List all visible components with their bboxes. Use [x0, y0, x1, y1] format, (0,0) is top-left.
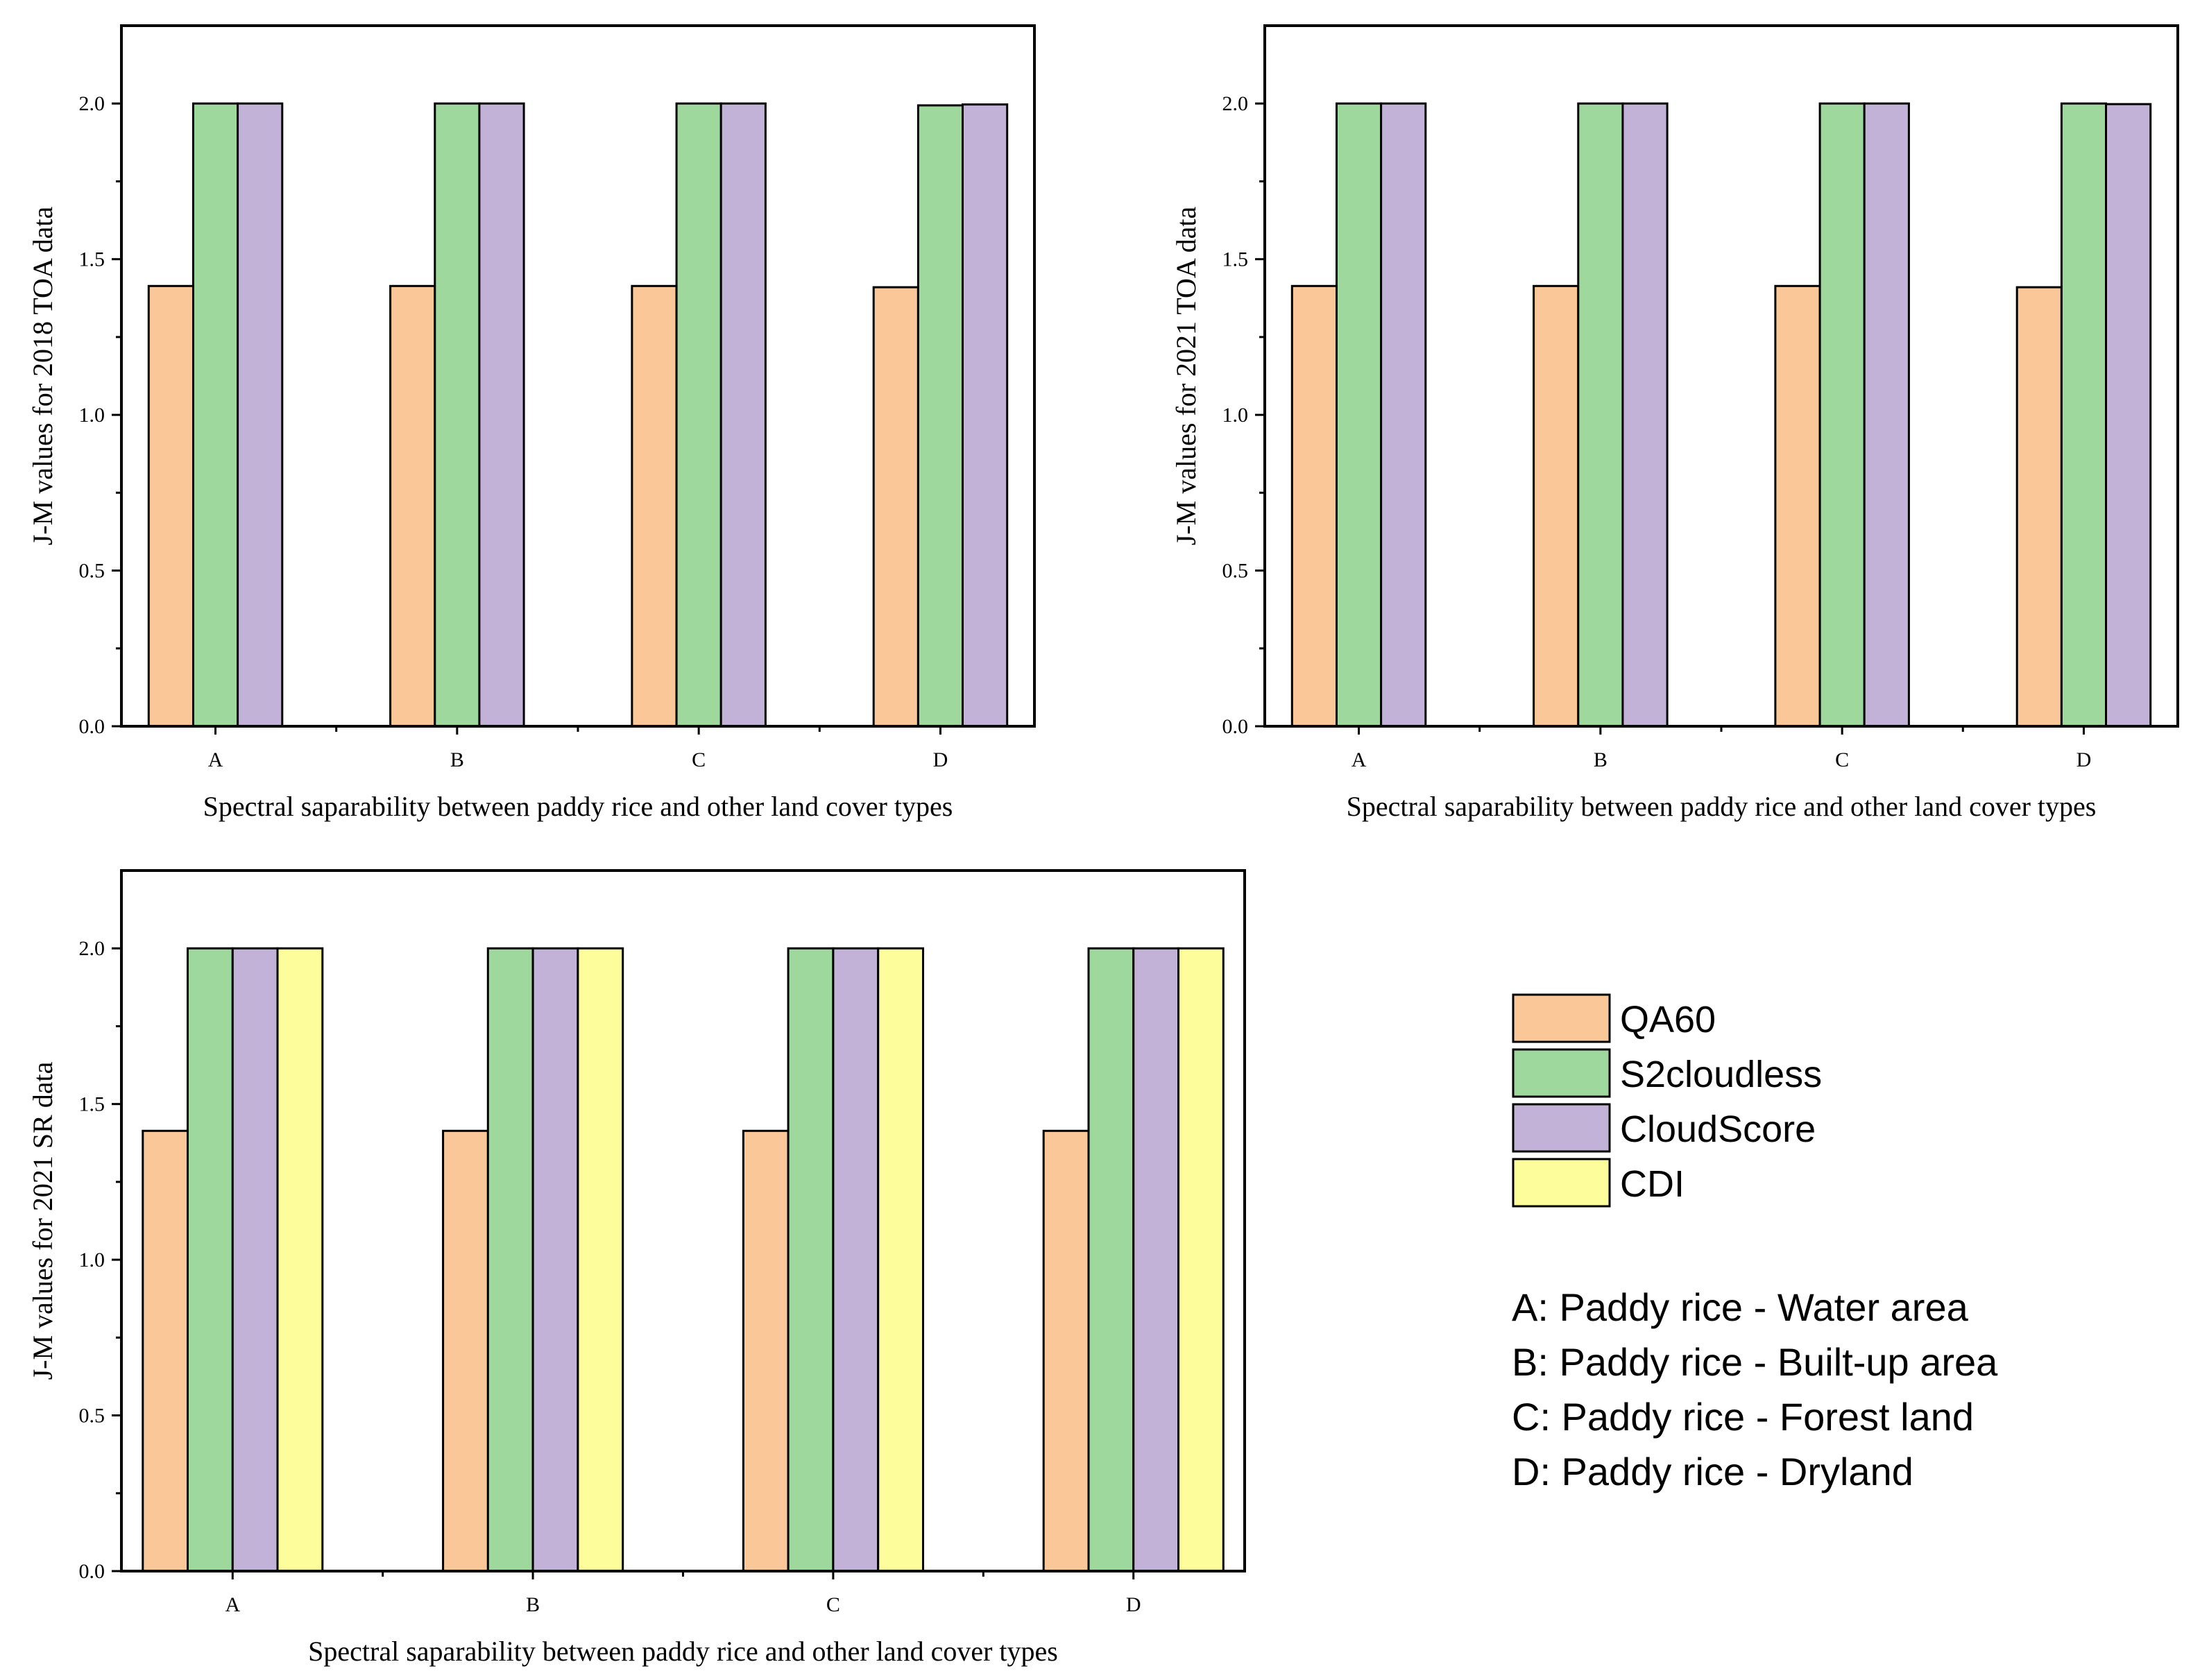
bar-A-cloudscore — [1380, 102, 1427, 728]
x-axis-label: Spectral saparability between paddy rice… — [308, 1636, 1058, 1667]
bar-B-cloudscore — [531, 947, 579, 1572]
y-tick-label: 2.0 — [79, 92, 105, 115]
category-key-item: C: Paddy rice - Forest land — [1512, 1395, 1974, 1439]
legend: QA60 S2cloudless CloudScore CDI — [1512, 993, 1822, 1208]
bar-C-s2cloudless — [787, 947, 835, 1572]
x-tick-label: B — [1594, 748, 1608, 771]
y-tick-label: 0.5 — [1222, 560, 1249, 583]
y-axis-label: J-M values for 2018 TOA data — [27, 207, 58, 546]
legend-label-s2cloudless: S2cloudless — [1620, 1054, 1822, 1095]
x-tick-label: A — [225, 1593, 240, 1616]
bar-C-qa60 — [631, 284, 678, 728]
x-tick-label: B — [450, 748, 464, 771]
x-tick-label: D — [2077, 748, 2092, 771]
bar-B-qa60 — [1533, 284, 1580, 728]
bar-A-s2cloudless — [192, 102, 239, 728]
bar-A-qa60 — [147, 284, 194, 728]
x-tick-label: A — [208, 748, 223, 771]
chart-toa-2021: A B C D 0.0 0.5 1.0 1.5 2.0 Spectral saparability… — [1170, 24, 2179, 822]
bar-C-qa60 — [742, 1129, 790, 1572]
legend-label-cdi: CDI — [1620, 1163, 1685, 1205]
legend-label-qa60: QA60 — [1620, 999, 1716, 1040]
bar-D-s2cloudless — [1087, 947, 1135, 1572]
bar-A-s2cloudless — [187, 947, 234, 1572]
bar-B-qa60 — [389, 284, 436, 728]
bar-C-s2cloudless — [675, 102, 722, 728]
category-key-item: D: Paddy rice - Dryland — [1512, 1450, 1913, 1493]
bar-C-cdi — [877, 947, 924, 1572]
bar-C-s2cloudless — [1818, 102, 1866, 728]
bar-A-s2cloudless — [1336, 102, 1383, 728]
x-tick-label: C — [692, 748, 706, 771]
bar-A-cloudscore — [231, 947, 279, 1572]
category-key-item: A: Paddy rice - Water area — [1512, 1285, 1969, 1329]
bar-D-qa60 — [1042, 1129, 1090, 1572]
bar-C-cloudscore — [832, 947, 880, 1572]
category-key: A: Paddy rice - Water area B: Paddy rice … — [1512, 1285, 1998, 1493]
x-tick-label: D — [933, 748, 948, 771]
x-tick-label: D — [1126, 1593, 1141, 1616]
bar-B-s2cloudless — [486, 947, 534, 1572]
bar-D-cdi — [1177, 947, 1225, 1572]
y-tick-label: 2.0 — [79, 937, 105, 960]
legend-swatch-cloudscore — [1512, 1103, 1611, 1153]
bar-C-qa60 — [1774, 284, 1821, 728]
y-tick-label: 0.0 — [79, 1560, 105, 1583]
y-axis-label: J-M values for 2021 TOA data — [1170, 207, 1202, 546]
bar-B-s2cloudless — [1577, 102, 1624, 728]
y-tick-label: 1.0 — [79, 404, 105, 427]
chart-sr-2021: A B C D 0.0 0.5 1.0 1.5 2.0 Spectral saparability… — [27, 869, 1246, 1667]
bar-D-qa60 — [2015, 286, 2063, 728]
y-axis-label: J-M values for 2021 SR data — [27, 1061, 58, 1380]
bar-A-qa60 — [1290, 284, 1338, 728]
bar-D-qa60 — [872, 286, 919, 728]
bar-C-cloudscore — [1863, 102, 1910, 728]
bar-D-cloudscore — [962, 103, 1009, 728]
category-key-item: B: Paddy rice - Built-up area — [1512, 1340, 1998, 1384]
y-tick-label: 1.0 — [79, 1249, 105, 1271]
x-tick-label: C — [826, 1593, 840, 1616]
x-axis-label: Spectral saparability between paddy rice… — [203, 791, 953, 822]
bar-A-qa60 — [142, 1129, 189, 1572]
bar-A-cloudscore — [237, 102, 284, 728]
y-tick-label: 1.5 — [79, 1093, 105, 1116]
legend-swatch-qa60 — [1512, 993, 1611, 1043]
y-tick-label: 1.5 — [1222, 248, 1249, 271]
x-tick-label: A — [1351, 748, 1367, 771]
y-tick-label: 0.0 — [79, 715, 105, 738]
legend-swatch-s2cloudless — [1512, 1048, 1611, 1098]
bar-C-cloudscore — [719, 102, 767, 728]
y-tick-label: 2.0 — [1222, 92, 1249, 115]
legend-swatch-cdi — [1512, 1158, 1611, 1208]
bar-B-cdi — [577, 947, 624, 1572]
bar-D-cloudscore — [1132, 947, 1179, 1572]
y-tick-label: 1.0 — [1222, 404, 1249, 427]
bar-B-qa60 — [442, 1129, 489, 1572]
bar-D-s2cloudless — [2060, 102, 2108, 728]
bar-D-s2cloudless — [916, 104, 964, 728]
x-axis-label: Spectral saparability between paddy rice… — [1347, 791, 2097, 822]
y-tick-label: 0.0 — [1222, 715, 1249, 738]
x-tick-label: C — [1835, 748, 1849, 771]
bar-B-s2cloudless — [434, 102, 481, 728]
legend-label-cloudscore: CloudScore — [1620, 1108, 1816, 1150]
bar-B-cloudscore — [478, 102, 525, 728]
y-tick-label: 1.5 — [79, 248, 105, 271]
y-tick-label: 0.5 — [79, 1405, 105, 1428]
bar-B-cloudscore — [1621, 102, 1669, 728]
bar-A-cdi — [276, 947, 324, 1572]
chart-toa-2018: A B C D 0.0 0.5 1.0 1.5 2.0 Spectral saparability… — [27, 24, 1036, 822]
x-tick-label: B — [526, 1593, 540, 1616]
y-tick-label: 0.5 — [79, 560, 105, 583]
bar-D-cloudscore — [2105, 103, 2152, 728]
